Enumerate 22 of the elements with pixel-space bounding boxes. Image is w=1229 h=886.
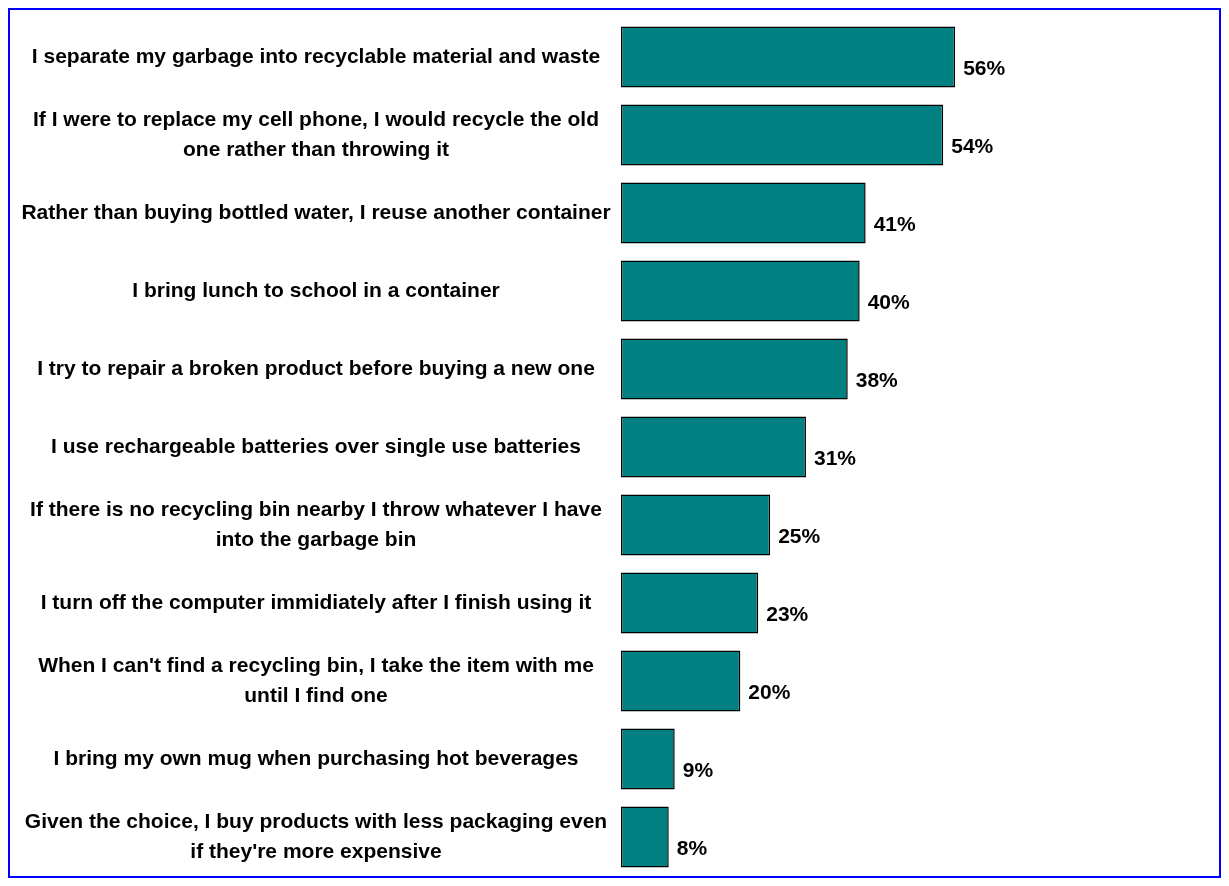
- data-label: 40%: [867, 289, 911, 313]
- data-label: 25%: [778, 523, 821, 547]
- y-tick-label: If there is no recycling bin nearby I throw whatever I have into the garbage bin: [30, 496, 602, 550]
- y-tick-label: When I can't find a recycling bin, I take the item with me until I find one: [38, 652, 594, 706]
- data-label: 54%: [951, 133, 994, 157]
- data-label: 8%: [676, 835, 708, 859]
- y-tick-label: Rather than buying bottled water, I reuse another container: [21, 199, 611, 223]
- data-label: 38%: [855, 367, 899, 391]
- y-tick-label: If I were to replace my cell phone, I would recycle the old one rather than throwing it: [33, 106, 599, 160]
- y-tick-label: I try to repair a broken product before buying a new one: [37, 355, 595, 379]
- data-label: 56%: [963, 55, 1006, 79]
- data-label: 41%: [873, 211, 916, 235]
- data-label: 23%: [766, 601, 809, 625]
- y-tick-label: I use rechargeable batteries over single use batteries: [51, 433, 581, 457]
- data-label: 31%: [813, 445, 857, 469]
- data-label: 20%: [748, 679, 791, 703]
- y-tick-label: I turn off the computer immidiately after I finish using it: [40, 589, 592, 613]
- y-tick-label: Given the choice, I buy products with less packaging even if they're more expensive: [24, 808, 608, 862]
- y-tick-label: I bring my own mug when purchasing hot beverages: [53, 745, 579, 769]
- y-tick-label: I separate my garbage into recyclable material and waste: [31, 43, 601, 67]
- y-tick-label: I bring lunch to school in a container: [132, 277, 500, 301]
- data-label: 9%: [682, 757, 714, 781]
